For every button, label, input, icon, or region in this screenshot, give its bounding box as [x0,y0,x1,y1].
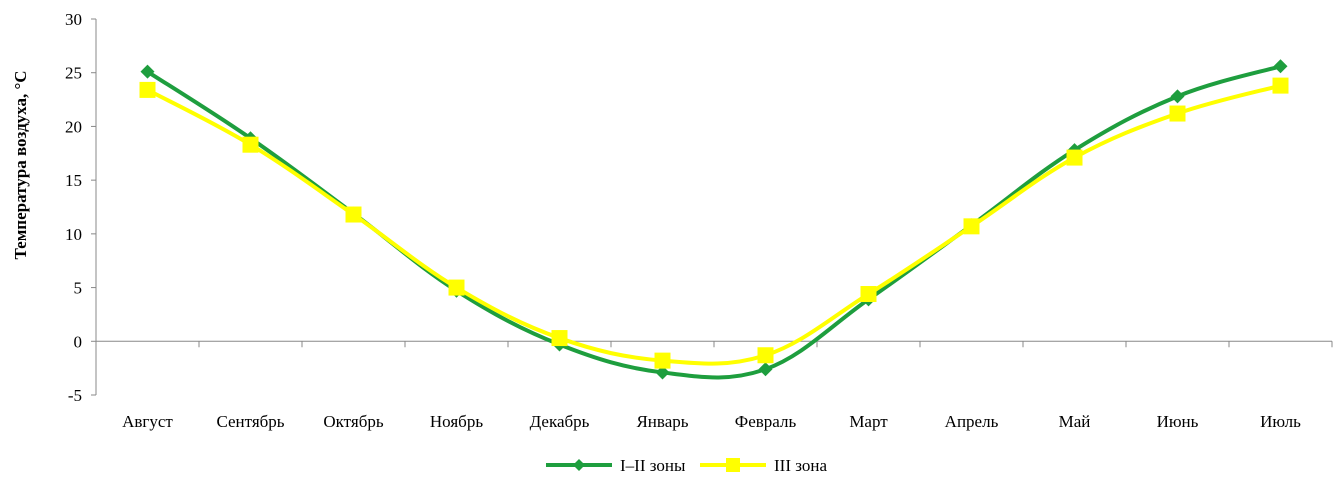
y-tick-label: -5 [68,386,82,405]
y-tick-label: 10 [65,225,82,244]
x-tick-label: Июль [1260,412,1301,431]
x-tick-label: Сентябрь [216,412,284,431]
y-tick-label: 15 [65,171,82,190]
data-point [1273,59,1288,74]
legend-label: III зона [774,456,827,475]
data-point [963,218,980,235]
legend-swatch-marker [726,458,740,472]
y-axis-label: Температура воздуха, °С [11,70,30,259]
legend-label: I–II зоны [620,456,686,475]
data-point [1066,149,1083,166]
data-point [758,362,773,377]
data-point [757,347,774,364]
x-tick-label: Апрель [945,412,999,431]
series-1 [140,59,1288,380]
x-tick-label: Март [849,412,888,431]
legend: I–II зоны III зона [546,456,827,475]
legend-swatch-marker [573,459,585,471]
series-line [146,64,1282,380]
series-layer [139,59,1289,380]
data-point [242,136,259,153]
axes: -5 0 5 10 15 20 25 30 Август Сентябрь Октябрь Ноябр… [65,10,1333,431]
data-point [860,286,877,303]
data-point [654,352,671,369]
y-tick-label: 5 [74,279,83,298]
y-tick-label: 25 [65,64,82,83]
x-tick-label: Январь [636,412,688,431]
data-point [139,81,156,98]
series-2 [139,77,1289,369]
legend-item: III зона [700,456,827,475]
x-tick-label: Август [122,412,173,431]
legend-item: I–II зоны [546,456,686,475]
y-tick-label: 30 [65,10,82,29]
data-point [1170,89,1185,104]
y-tick-label: 20 [65,117,82,136]
data-point [1169,105,1186,122]
x-tick-label: Февраль [735,412,797,431]
data-point [1272,77,1289,94]
data-point [655,365,670,380]
x-tick-label: Май [1059,412,1091,431]
x-tick-label: Октябрь [323,412,383,431]
x-tick-label: Июнь [1157,412,1199,431]
y-tick-label: 0 [74,332,83,351]
data-point [345,206,362,223]
data-point [140,64,155,79]
data-point [448,279,465,296]
x-tick-label: Ноябрь [430,412,483,431]
data-point [551,330,568,347]
x-tick-label: Декабрь [530,412,590,431]
